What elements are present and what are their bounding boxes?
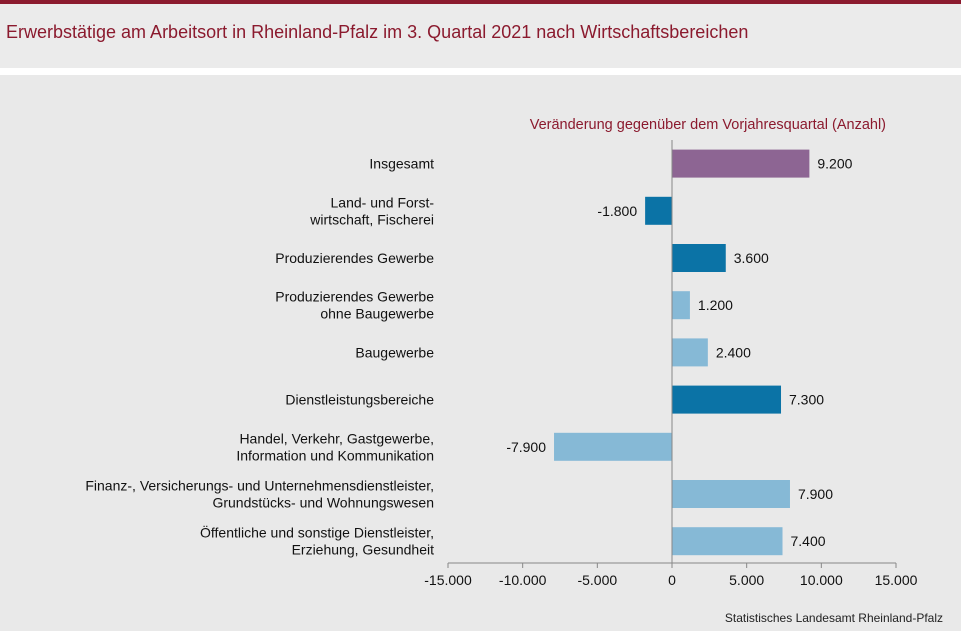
category-label: Erziehung, Gesundheit bbox=[292, 542, 435, 558]
category-label: Handel, Verkehr, Gastgewerbe, bbox=[239, 430, 434, 446]
category-label: Finanz-, Versicherungs- und Unternehmens… bbox=[85, 478, 434, 494]
bar bbox=[672, 527, 783, 556]
data-label: 2.400 bbox=[716, 344, 751, 360]
category-label: ohne Baugewerbe bbox=[320, 306, 434, 322]
data-label: 7.300 bbox=[789, 392, 824, 408]
bar bbox=[672, 149, 810, 178]
data-label: 3.600 bbox=[734, 250, 769, 266]
bar bbox=[672, 338, 708, 367]
bar bbox=[672, 480, 790, 508]
category-label: Grundstücks- und Wohnungswesen bbox=[212, 495, 434, 511]
x-tick-label: 5.000 bbox=[729, 572, 764, 588]
x-tick-label: 0 bbox=[668, 572, 676, 588]
x-tick-label: 15.000 bbox=[875, 572, 918, 588]
source-note: Statistisches Landesamt Rheinland-Pfalz bbox=[724, 611, 943, 625]
data-label: 7.900 bbox=[798, 486, 833, 502]
title-divider bbox=[0, 68, 961, 75]
bar bbox=[554, 432, 672, 461]
bar bbox=[645, 196, 672, 225]
data-label: -7.900 bbox=[506, 439, 546, 455]
data-label: 1.200 bbox=[698, 297, 733, 313]
x-tick-label: -15.000 bbox=[424, 572, 472, 588]
category-label: Insgesamt bbox=[369, 156, 434, 172]
data-label: 7.400 bbox=[791, 533, 826, 549]
category-label: wirtschaft, Fischerei bbox=[309, 211, 434, 227]
bar bbox=[672, 385, 782, 414]
data-label: -1.800 bbox=[597, 203, 637, 219]
x-tick-label: -5.000 bbox=[577, 572, 617, 588]
top-accent-rule bbox=[0, 0, 961, 4]
category-label: Öffentliche und sonstige Dienstleister, bbox=[200, 524, 434, 541]
bar bbox=[672, 244, 726, 272]
category-label: Produzierendes Gewerbe bbox=[275, 289, 434, 305]
chart-title: Erwerbstätige am Arbeitsort in Rheinland… bbox=[6, 22, 749, 42]
x-tick-label: -10.000 bbox=[499, 572, 547, 588]
category-label: Information und Kommunikation bbox=[236, 447, 434, 463]
data-label: 9.200 bbox=[817, 156, 852, 172]
category-label: Dienstleistungsbereiche bbox=[285, 392, 434, 408]
x-tick-label: 10.000 bbox=[800, 572, 843, 588]
category-label: Produzierendes Gewerbe bbox=[275, 250, 434, 266]
bar bbox=[672, 291, 690, 320]
category-label: Baugewerbe bbox=[355, 344, 434, 360]
chart-subtitle: Veränderung gegenüber dem Vorjahresquart… bbox=[530, 117, 886, 133]
category-label: Land- und Forst- bbox=[331, 194, 435, 210]
